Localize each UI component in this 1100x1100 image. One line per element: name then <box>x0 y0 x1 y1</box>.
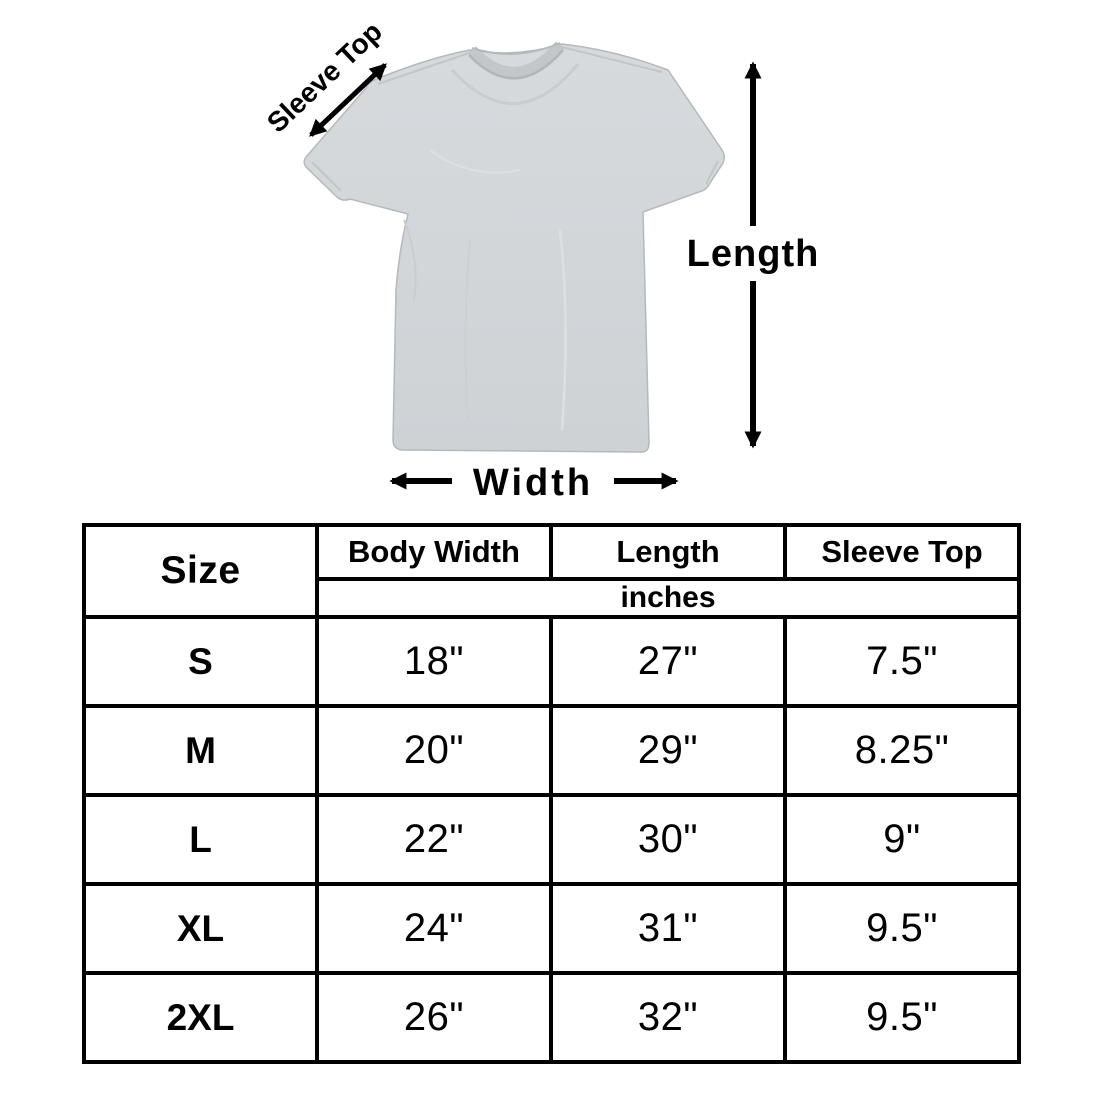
sleeve-top-arrow <box>309 63 387 137</box>
size-chart-table: Size Body Width Length Sleeve Top inches… <box>82 523 1021 1064</box>
length-cell: 30" <box>549 793 787 886</box>
unit-header: inches <box>315 577 1021 619</box>
wrinkle-line <box>403 219 417 301</box>
table-row-2xl: 2XL 26" 32" 9.5" <box>82 971 1021 1064</box>
sleeve-top-cell: 9.5" <box>783 971 1021 1064</box>
sleeve-top-cell: 9" <box>783 793 1021 886</box>
table-row-xl: XL 24" 31" 9.5" <box>82 882 1021 975</box>
right-cuff-seam <box>705 160 719 185</box>
sleeve-top-cell: 7.5" <box>783 615 1021 708</box>
body-width-cell: 26" <box>315 971 553 1064</box>
length-label: Length <box>687 233 820 275</box>
collar-shadow <box>450 63 580 105</box>
right-shoulder-seam <box>557 45 663 73</box>
length-cell: 31" <box>549 882 787 975</box>
collar-bottom-seam <box>468 49 564 80</box>
length-cell: 29" <box>549 704 787 797</box>
size-cell: L <box>82 793 319 886</box>
table-row-l: L 22" 30" 9" <box>82 793 1021 886</box>
col-header-sleeve-top: Sleeve Top <box>783 523 1021 581</box>
wrinkle-line <box>558 229 567 431</box>
left-cuff-seam <box>311 161 342 192</box>
left-shoulder-seam <box>377 51 473 85</box>
wrinkle-line <box>464 239 471 421</box>
col-header-body-width: Body Width <box>315 523 553 581</box>
col-header-length: Length <box>549 523 787 581</box>
sleeve-top-cell: 9.5" <box>783 882 1021 975</box>
body-width-cell: 22" <box>315 793 553 886</box>
size-cell: M <box>82 704 319 797</box>
size-cell: 2XL <box>82 971 319 1064</box>
header-row: Size Body Width Length Sleeve Top <box>82 523 1021 619</box>
body-width-cell: 20" <box>315 704 553 797</box>
width-label: Width <box>473 462 593 504</box>
body-width-cell: 18" <box>315 615 553 708</box>
table-row-m: M 20" 29" 8.25" <box>82 704 1021 797</box>
tshirt-body <box>303 43 726 453</box>
body-width-cell: 24" <box>315 882 553 975</box>
size-cell: S <box>82 615 319 708</box>
wrinkle-line <box>429 149 521 174</box>
sleeve-top-cell: 8.25" <box>783 704 1021 797</box>
table-row-s: S 18" 27" 7.5" <box>82 615 1021 708</box>
collar-top-seam <box>471 42 561 55</box>
tshirt-image <box>303 41 726 453</box>
size-cell: XL <box>82 882 319 975</box>
tshirt-measurement-diagram: Sleeve Top Length Width <box>0 0 1100 523</box>
length-cell: 27" <box>549 615 787 708</box>
unit-row: inches <box>84 577 1021 619</box>
col-header-size: Size <box>82 523 319 619</box>
tshirt-collar <box>467 41 565 78</box>
length-cell: 32" <box>549 971 787 1064</box>
